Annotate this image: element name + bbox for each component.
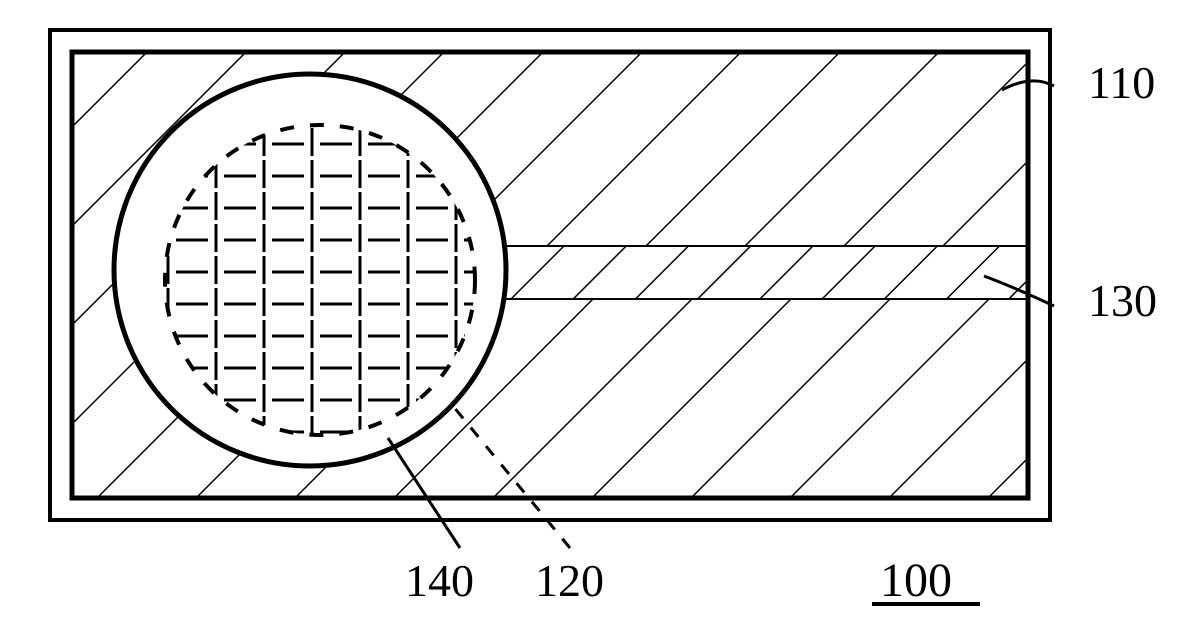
- region-130: [480, 245, 1028, 300]
- label-130: 130: [1088, 275, 1157, 326]
- technical-diagram: 110 130 140 120 100: [0, 0, 1187, 636]
- label-100: 100: [880, 554, 952, 607]
- label-120: 120: [535, 555, 604, 606]
- label-140: 140: [405, 555, 474, 606]
- label-110: 110: [1088, 57, 1155, 108]
